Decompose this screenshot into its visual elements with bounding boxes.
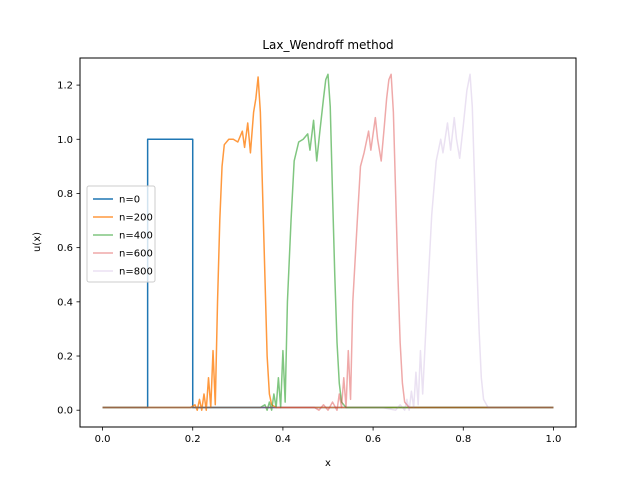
legend-label: n=200 <box>119 213 153 224</box>
x-tick-label: 1.0 <box>546 434 562 445</box>
axes-frame <box>79 57 577 428</box>
series-line-n-800 <box>102 73 554 411</box>
y-axis-label: u(x) <box>32 232 43 252</box>
x-axis: 0.0 0.2 0.4 0.6 0.8 1.0 <box>95 427 562 445</box>
legend-box <box>86 185 156 283</box>
chart-title: Lax_Wendroff method <box>262 38 393 52</box>
x-tick-label: 0.8 <box>455 434 471 445</box>
series-line-n-400 <box>102 73 554 411</box>
series-line-n-600 <box>102 73 554 411</box>
y-axis: 0.0 0.2 0.4 0.6 0.8 1.0 1.2 <box>57 81 80 417</box>
legend-label: n=400 <box>119 231 153 242</box>
legend-label: n=600 <box>119 249 153 260</box>
y-tick-label: 0.4 <box>57 297 73 308</box>
y-tick-label: 1.2 <box>57 81 73 92</box>
y-tick-label: 0.0 <box>57 406 73 417</box>
plot-area <box>79 57 577 428</box>
x-tick-label: 0.0 <box>95 434 111 445</box>
legend-label: n=0 <box>119 195 140 206</box>
y-tick-label: 0.8 <box>57 189 73 200</box>
legend-label: n=800 <box>119 267 153 278</box>
y-tick-label: 0.2 <box>57 352 73 363</box>
x-tick-label: 0.2 <box>185 434 201 445</box>
legend: n=0 n=200 n=400 n=600 n=800 <box>86 185 156 283</box>
x-axis-label: x <box>325 458 331 469</box>
y-tick-label: 0.6 <box>57 243 73 254</box>
x-tick-label: 0.4 <box>275 434 291 445</box>
y-tick-label: 1.0 <box>57 135 73 146</box>
series-layer <box>102 73 554 411</box>
x-tick-label: 0.6 <box>365 434 381 445</box>
series-line-n-200 <box>102 76 554 411</box>
